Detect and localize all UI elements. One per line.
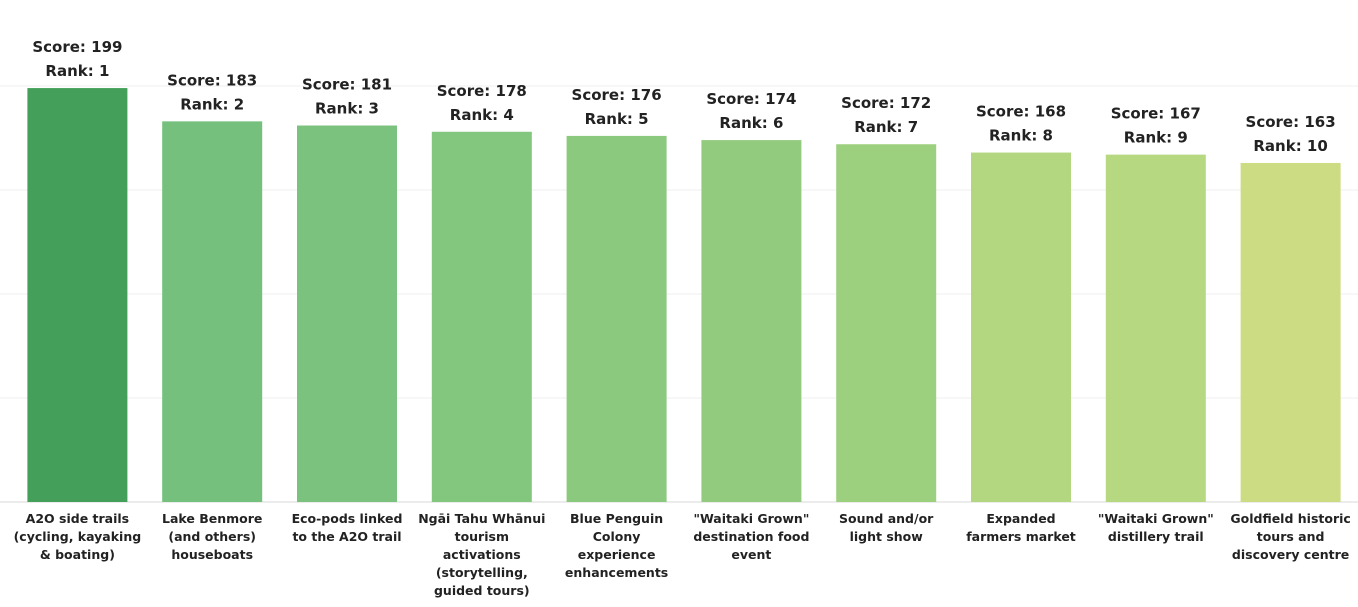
bar	[297, 125, 397, 503]
x-tick-label: Goldfield historic tours and discovery c…	[1230, 511, 1351, 562]
value-label: Score: 176	[572, 86, 662, 104]
rank-label: Rank: 7	[854, 118, 918, 136]
rank-label: Rank: 5	[585, 110, 649, 128]
rank-label: Rank: 10	[1253, 137, 1327, 155]
rank-label: Rank: 3	[315, 100, 379, 118]
bar	[431, 131, 532, 502]
rank-label: Rank: 8	[989, 127, 1053, 145]
x-tick-label: Blue Penguin Colony experience enhanceme…	[564, 511, 669, 580]
value-label: Score: 163	[1246, 113, 1336, 131]
bar	[27, 88, 128, 502]
rank-label: Rank: 9	[1124, 129, 1188, 147]
x-tick-label: "Waitaki Grown" destination food event	[693, 511, 810, 562]
x-tick-label: Eco-pods linked to the A2O trail	[291, 511, 403, 544]
rank-label: Rank: 1	[45, 62, 109, 80]
rank-label: Rank: 2	[180, 95, 244, 113]
bar	[971, 152, 1071, 502]
bar	[1240, 162, 1341, 502]
value-label: Score: 172	[841, 94, 931, 112]
value-label: Score: 199	[32, 38, 122, 56]
value-label: Score: 178	[437, 82, 527, 100]
bar	[701, 140, 802, 502]
x-tick-label: "Waitaki Grown" distillery trail	[1097, 511, 1214, 544]
value-label: Score: 168	[976, 103, 1066, 121]
x-tick-label: Expanded farmers market	[966, 511, 1076, 544]
rank-label: Rank: 6	[719, 114, 783, 132]
value-label: Score: 183	[167, 71, 257, 89]
bar	[1105, 154, 1206, 502]
rank-label: Rank: 4	[450, 106, 514, 124]
x-tick-label: A2O side trails (cycling, kayaking & boa…	[13, 511, 142, 562]
x-tick-label: Lake Benmore (and others) houseboats	[162, 511, 263, 562]
x-tick-label: Sound and/or light show	[839, 511, 934, 544]
value-label: Score: 174	[706, 90, 796, 108]
bar	[836, 144, 937, 503]
x-tick-label: Ngāi Tahu Whānui tourism activations (st…	[418, 511, 546, 598]
bar	[566, 135, 667, 503]
bar	[162, 121, 263, 503]
value-label: Score: 181	[302, 76, 392, 94]
value-label: Score: 167	[1111, 105, 1201, 123]
